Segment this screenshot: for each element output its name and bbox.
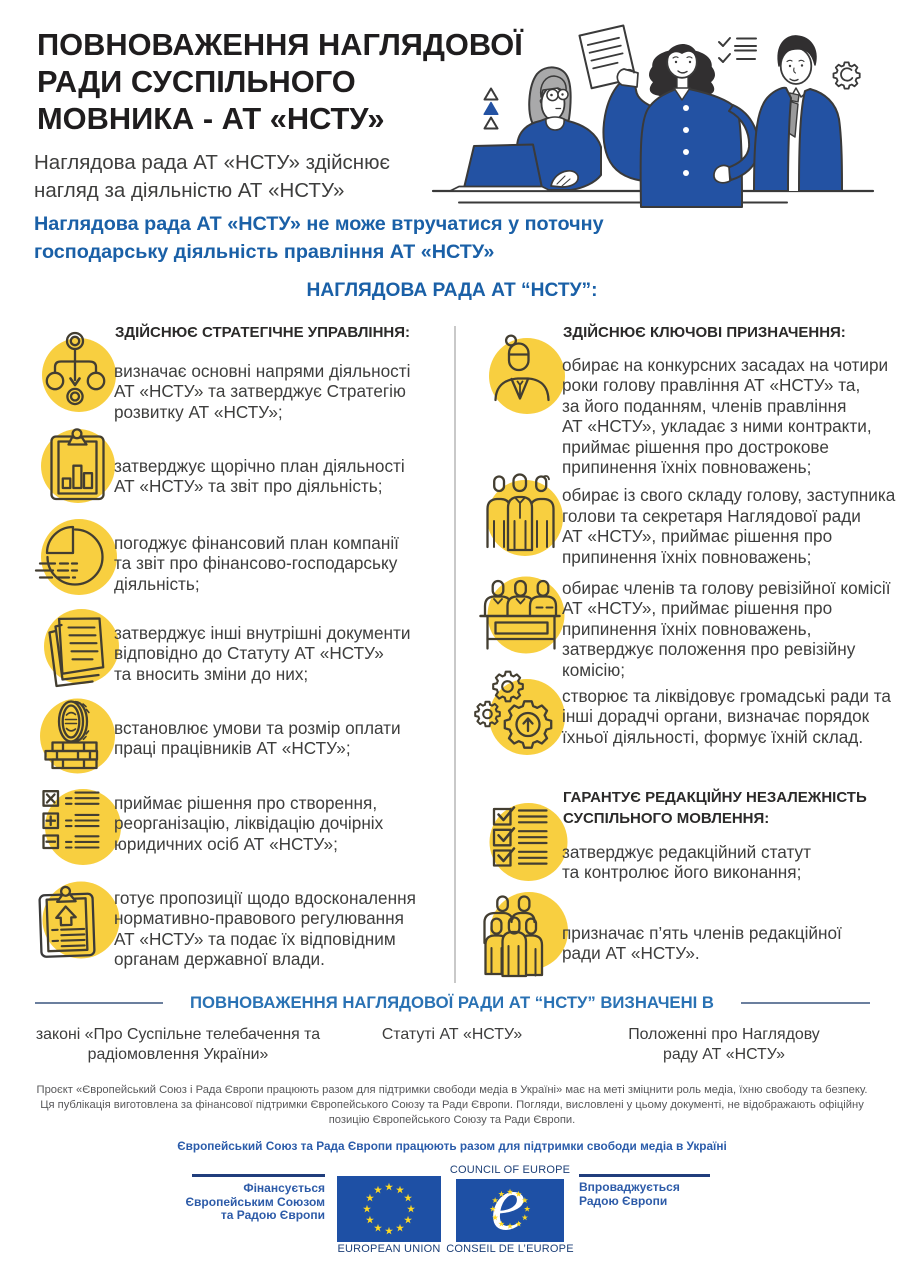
- svg-text:e: e: [491, 1165, 526, 1246]
